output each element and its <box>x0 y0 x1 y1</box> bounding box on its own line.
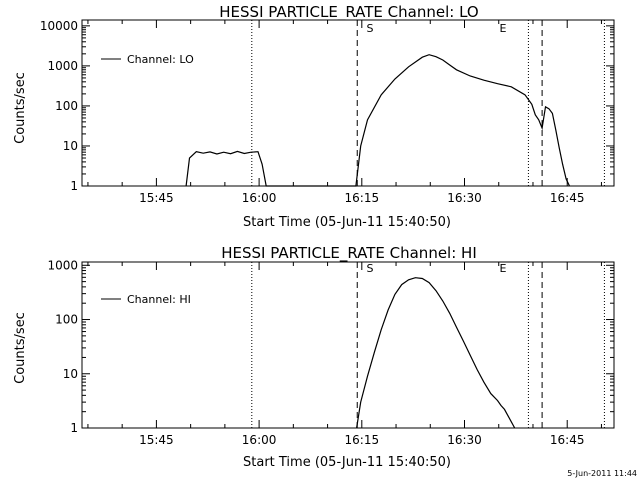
panel-hi-x-tick-label: 15:45 <box>139 433 174 447</box>
panel-hi-x-tick-label: 16:30 <box>447 433 482 447</box>
panel-lo-y-tick-label: 10000 <box>40 19 78 33</box>
panel-hi-y-tick-label: 1 <box>70 421 78 435</box>
timestamp-stamp: 5-Jun-2011 11:44 <box>567 469 637 478</box>
panel-lo-y-tick-label: 10 <box>63 139 78 153</box>
panel-hi-x-tick-label: 16:00 <box>242 433 277 447</box>
panel-lo: HESSI PARTICLE_RATE Channel: LO Counts/s… <box>13 3 615 230</box>
panel-hi-start-marker: S <box>367 262 374 275</box>
panel-lo-legend-label: Channel: LO <box>127 53 194 66</box>
panel-lo-series-line <box>185 54 571 187</box>
panel-lo-start-marker: S <box>367 22 374 35</box>
panel-lo-y-tick-label: 1000 <box>47 59 78 73</box>
panel-hi-title: HESSI PARTICLE_RATE Channel: HI <box>221 244 477 263</box>
panel-hi-y-tick-label: 10 <box>63 367 78 381</box>
panel-hi-series-line <box>356 277 516 429</box>
panel-hi-legend-label: Channel: HI <box>127 293 191 306</box>
panel-lo-xlabel: Start Time (05-Jun-11 15:40:50) <box>243 215 451 230</box>
panel-lo-x-tick-label: 16:45 <box>550 191 585 205</box>
panel-hi-end-marker: E <box>500 262 507 275</box>
panel-hi-y-tick-label: 100 <box>55 313 78 327</box>
panel-hi-y-tick-labels: 1 10 100 1000 <box>47 258 78 435</box>
panel-hi-xlabel: Start Time (05-Jun-11 15:40:50) <box>243 455 451 470</box>
panel-lo-y-tick-labels: 1 10 100 1000 10000 <box>40 19 78 193</box>
panel-hi-ylabel: Counts/sec <box>13 312 28 384</box>
panel-lo-x-tick-label: 16:15 <box>345 191 380 205</box>
panel-hi-x-tick-label: 16:45 <box>550 433 585 447</box>
panel-lo-x-tick-label: 15:45 <box>139 191 174 205</box>
panel-hi-y-tick-label: 1000 <box>47 258 78 272</box>
panel-hi-marks <box>81 261 615 429</box>
panel-lo-x-tick-label: 16:30 <box>447 191 482 205</box>
panel-hi-frame <box>81 261 615 429</box>
panel-lo-ylabel: Counts/sec <box>13 72 28 144</box>
panel-lo-title: HESSI PARTICLE_RATE Channel: LO <box>219 3 478 22</box>
panel-lo-end-marker: E <box>500 22 507 35</box>
panel-lo-y-tick-label: 100 <box>55 99 78 113</box>
panel-lo-marks <box>81 19 615 187</box>
panel-hi: HESSI PARTICLE_RATE Channel: HI Counts/s… <box>13 244 615 470</box>
panel-lo-x-tick-label: 16:00 <box>242 191 277 205</box>
panel-hi-x-tick-label: 16:15 <box>345 433 380 447</box>
panel-lo-y-tick-label: 1 <box>70 179 78 193</box>
